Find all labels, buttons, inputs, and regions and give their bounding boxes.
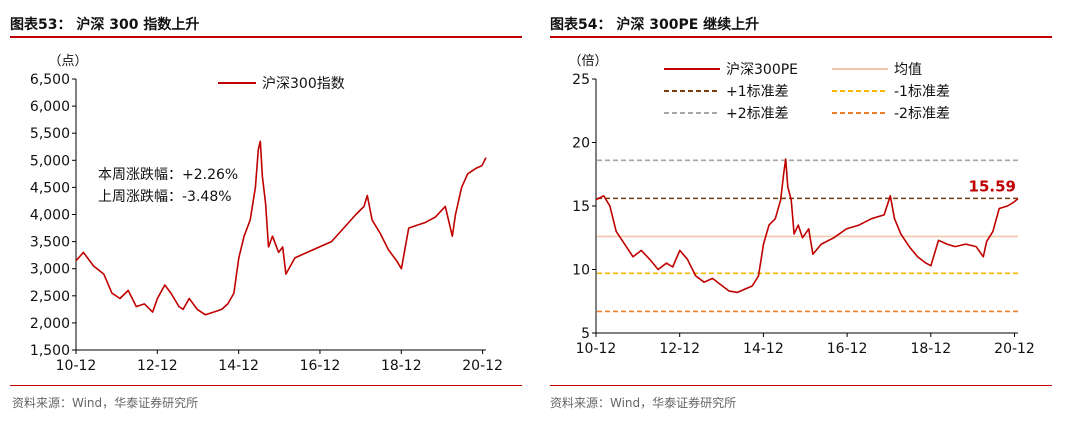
y-tick-label: 5,500 <box>30 126 70 142</box>
x-tick-label: 18-12 <box>910 341 951 357</box>
hs300-pe-chart: 5 10 15 20 25 10-12 12-12 14-12 16-12 18-12 20-12 （… <box>568 54 1035 357</box>
legend-label-hs300-index: 沪深300指数 <box>262 76 345 92</box>
source-note: 资料来源：Wind，华泰证券研究所 <box>12 396 199 410</box>
x-tick-label: 12-12 <box>659 341 700 357</box>
y-tick-label: 10 <box>572 263 590 279</box>
legend-label-plus1-sd: +1标准差 <box>726 84 789 100</box>
y-tick-label: 6,000 <box>30 99 70 115</box>
legend-label-plus2-sd: +2标准差 <box>726 106 789 122</box>
x-tick-label: 10-12 <box>56 358 97 374</box>
x-tick-label: 14-12 <box>218 358 259 374</box>
y-tick-label: 2,000 <box>30 316 70 332</box>
latest-value-label: 15.59 <box>969 178 1016 196</box>
y-axis-unit-label: （点） <box>48 54 87 69</box>
weekly-change-annotation: 本周涨跌幅：+2.26% <box>98 167 238 183</box>
y-axis-unit-label: （倍） <box>568 54 607 69</box>
hs300-index-chart: 1,500 2,000 2,500 3,000 3,500 4,000 4,500 5,000… <box>30 54 503 374</box>
y-tick-label: 25 <box>572 72 590 88</box>
legend-label-mean: 均值 <box>894 62 922 78</box>
y-tick-label: 4,000 <box>30 208 70 224</box>
source-rule <box>550 385 1052 386</box>
title-rule <box>10 36 522 38</box>
y-tick-label: 3,000 <box>30 262 70 278</box>
chart-panel-hs300-pe: 图表54： 沪深 300PE 继续上升 5 10 15 20 25 10-12 12-12 1… <box>544 0 1080 424</box>
y-tick-label: 4,500 <box>30 180 70 196</box>
figure-title: 图表53： 沪深 300 指数上升 <box>10 17 200 33</box>
x-tick-label: 20-12 <box>994 341 1035 357</box>
x-tick-label: 20-12 <box>462 358 503 374</box>
x-tick-label: 12-12 <box>137 358 178 374</box>
legend-label-minus2-sd: -2标准差 <box>894 106 950 122</box>
y-tick-label: 3,500 <box>30 235 70 251</box>
y-tick-label: 5,000 <box>30 153 70 169</box>
x-tick-label: 18-12 <box>381 358 422 374</box>
y-tick-label: 2,500 <box>30 289 70 305</box>
x-tick-label: 10-12 <box>576 341 617 357</box>
series-line-hs300-index <box>75 140 487 316</box>
legend-label-minus1-sd: -1标准差 <box>894 84 950 100</box>
source-note: 资料来源：Wind，华泰证券研究所 <box>550 396 737 410</box>
source-rule <box>10 385 522 386</box>
x-tick-label: 16-12 <box>300 358 341 374</box>
title-rule <box>550 36 1052 38</box>
legend-label-series-main: 沪深300PE <box>726 62 798 78</box>
series-line-hs300-pe <box>595 158 1019 294</box>
y-tick-label: 1,500 <box>30 343 70 359</box>
x-tick-label: 14-12 <box>743 341 784 357</box>
y-tick-label: 6,500 <box>30 72 70 88</box>
y-tick-label: 20 <box>572 136 590 152</box>
y-tick-label: 5 <box>581 326 590 342</box>
figure-title: 图表54： 沪深 300PE 继续上升 <box>550 17 760 33</box>
prior-week-change-annotation: 上周涨跌幅：-3.48% <box>98 189 232 205</box>
chart-panel-hs300-index: 图表53： 沪深 300 指数上升 1,500 2,000 2,500 3,000 3,… <box>0 0 530 424</box>
y-tick-label: 15 <box>572 199 590 215</box>
x-tick-label: 16-12 <box>827 341 868 357</box>
